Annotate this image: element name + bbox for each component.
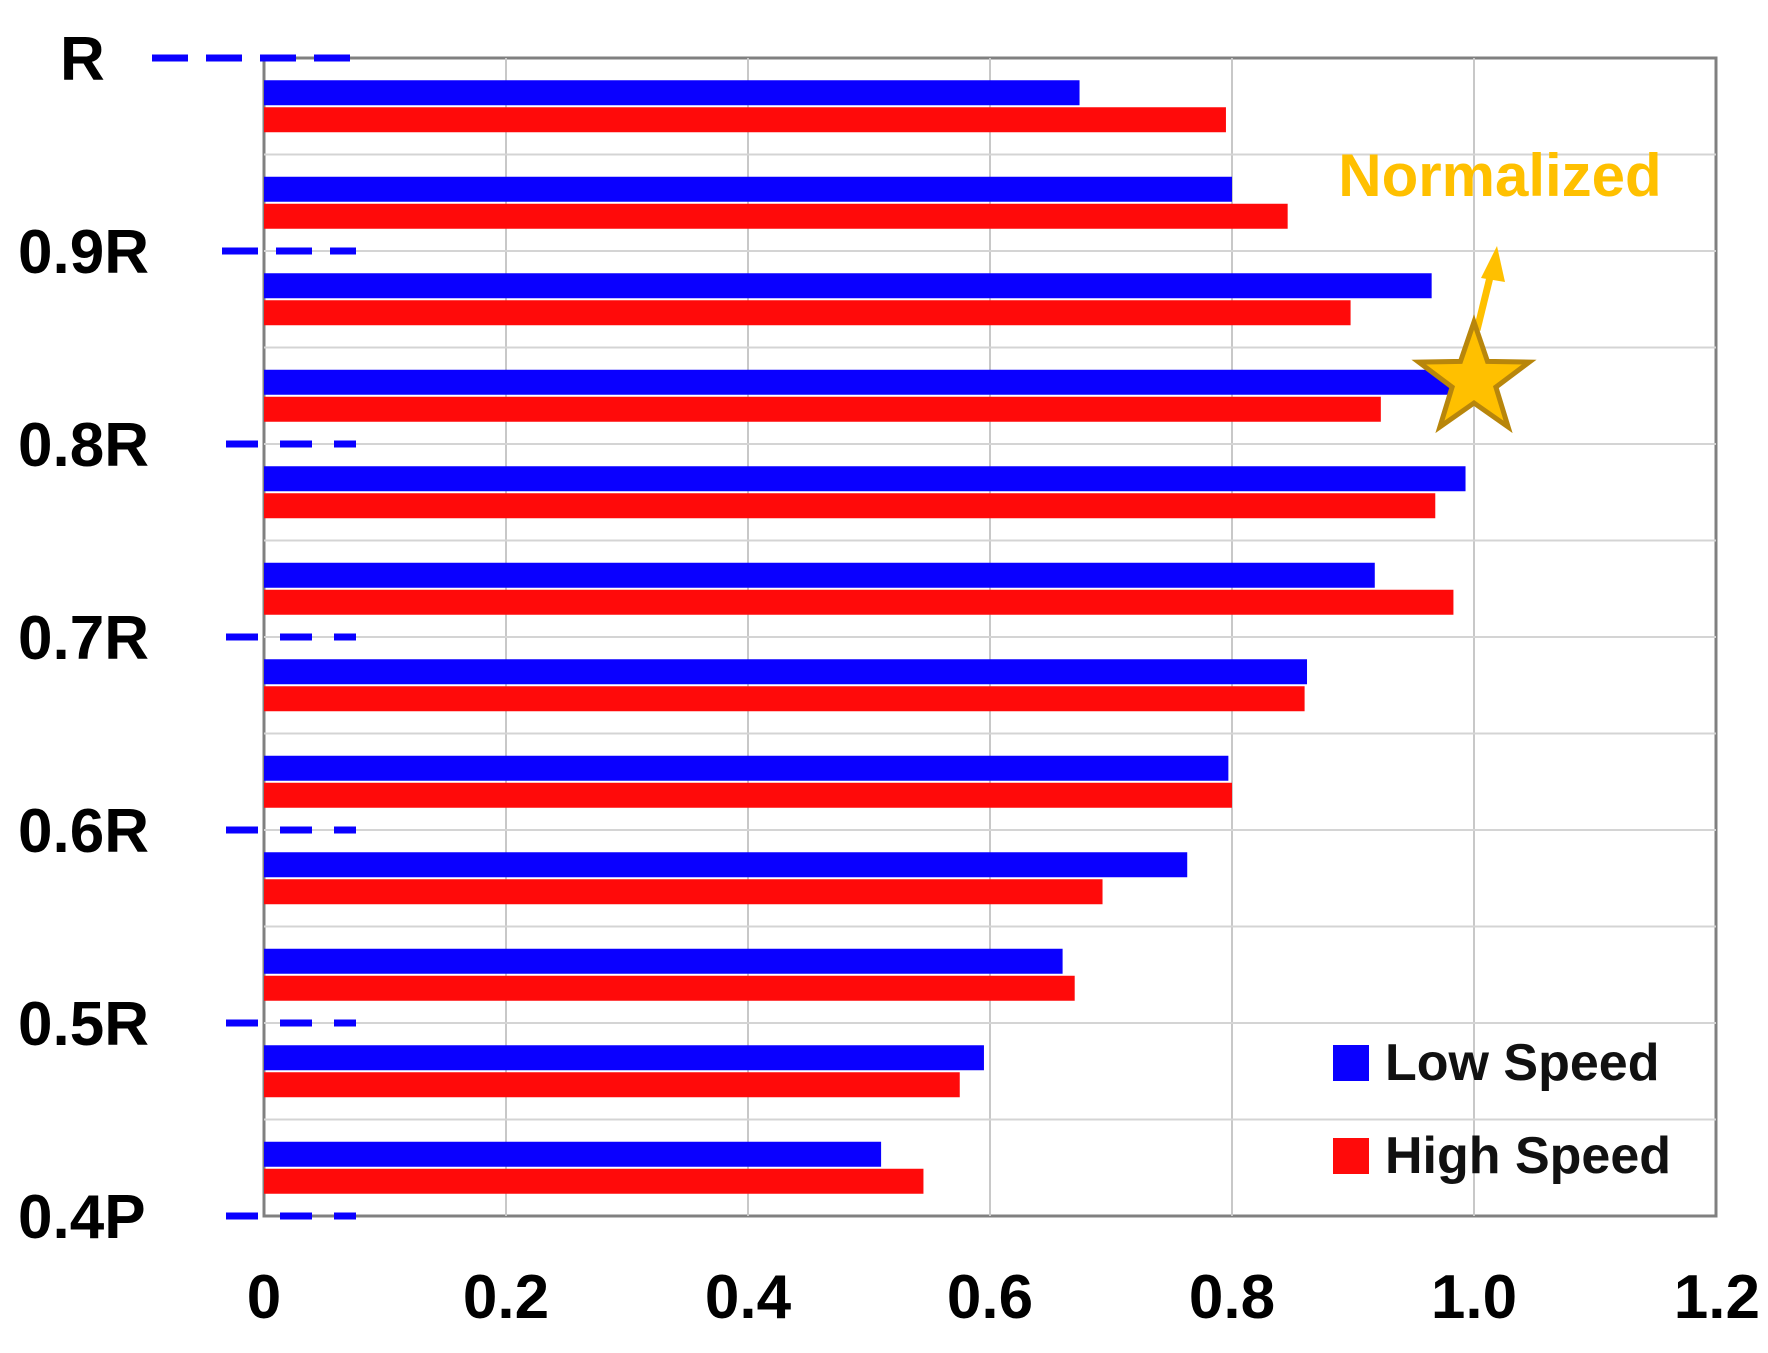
- gridlines: [264, 58, 1716, 1216]
- bar-high-speed: [264, 203, 1288, 229]
- bar-high-speed: [264, 1072, 960, 1098]
- bar-high-speed: [264, 107, 1226, 133]
- y-tick-label: 0.9R: [18, 218, 149, 287]
- bar-high-speed: [264, 300, 1351, 326]
- bar-high-speed: [264, 975, 1075, 1001]
- bar-high-speed: [264, 589, 1454, 615]
- x-tick-label: 1.2: [1674, 1263, 1760, 1332]
- legend: Low Speed High Speed: [1333, 1034, 1671, 1185]
- bar-low-speed: [264, 1141, 882, 1167]
- x-tick-label: 0: [247, 1263, 281, 1332]
- x-tick-label: 0.4: [705, 1263, 792, 1332]
- annotation-label: Normalized: [1338, 142, 1661, 209]
- y-tick-label: R: [60, 25, 105, 94]
- bar-high-speed: [264, 396, 1381, 422]
- legend-label-low-speed: Low Speed: [1385, 1034, 1659, 1092]
- y-tick-label: 0.7R: [18, 604, 149, 673]
- normalized-annotation: Normalized: [1338, 142, 1662, 434]
- bar-high-speed: [264, 1168, 924, 1194]
- bar-low-speed: [264, 562, 1375, 588]
- bar-low-speed: [264, 369, 1450, 395]
- legend-swatch-high-speed: [1333, 1138, 1369, 1174]
- x-tick-label: 1.0: [1431, 1263, 1517, 1332]
- bar-high-speed: [264, 782, 1232, 808]
- x-tick-label: 0.8: [1189, 1263, 1275, 1332]
- bar-low-speed: [264, 659, 1308, 685]
- annotation-arrowhead: [1481, 246, 1505, 282]
- y-tick-label: 0.4P: [18, 1183, 146, 1252]
- legend-label-high-speed: High Speed: [1385, 1127, 1671, 1185]
- y-tick-label: 0.5R: [18, 990, 149, 1059]
- bar-low-speed: [264, 273, 1432, 299]
- bar-low-speed: [264, 755, 1229, 781]
- star-marker: [1411, 314, 1537, 434]
- bar-low-speed: [264, 466, 1466, 492]
- bar-low-speed: [264, 948, 1063, 974]
- x-tick-label: 0.6: [947, 1263, 1033, 1332]
- y-tick-label: 0.8R: [18, 411, 149, 480]
- bar-high-speed: [264, 879, 1103, 905]
- bar-high-speed: [264, 686, 1305, 712]
- x-tick-label: 0.2: [463, 1263, 549, 1332]
- bar-low-speed: [264, 852, 1188, 878]
- y-axis-ticks: R 0.9R 0.8R 0.7R 0.6R 0.5R 0.4P: [18, 25, 356, 1252]
- y-tick-label: 0.6R: [18, 797, 149, 866]
- bar-low-speed: [264, 80, 1080, 106]
- bar-low-speed: [264, 1045, 984, 1071]
- legend-swatch-low-speed: [1333, 1045, 1369, 1081]
- bars: [264, 80, 1466, 1194]
- bar-low-speed: [264, 176, 1232, 202]
- bar-high-speed: [264, 493, 1436, 519]
- x-axis-ticks: 0 0.2 0.4 0.6 0.8 1.0 1.2: [247, 1263, 1760, 1332]
